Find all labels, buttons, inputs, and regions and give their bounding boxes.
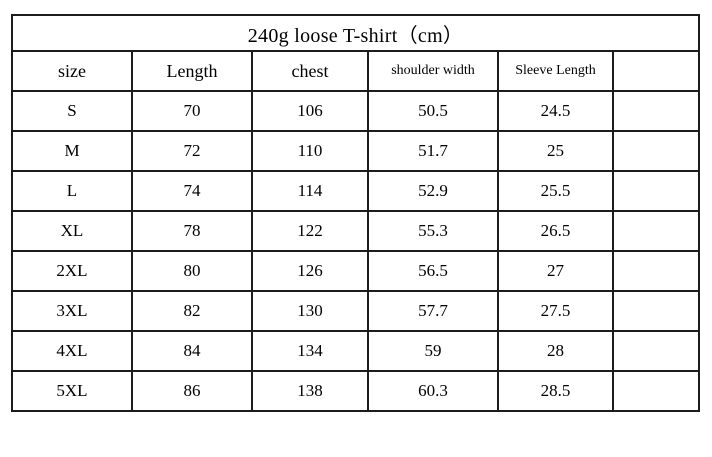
size-table-body: S 70 106 50.5 24.5 M 72 110 51.7 25 L 74 114 52.9 25.5… xyxy=(11,90,700,412)
value-cell: 122 xyxy=(251,210,369,252)
value-cell xyxy=(612,330,700,372)
table-row: S 70 106 50.5 24.5 xyxy=(11,90,700,132)
value-cell xyxy=(612,170,700,212)
value-cell: 24.5 xyxy=(497,90,614,132)
table-row: 5XL 86 138 60.3 28.5 xyxy=(11,370,700,412)
value-cell: 52.9 xyxy=(367,170,499,212)
header-sleeve-length: Sleeve Length xyxy=(497,50,614,92)
value-cell: 134 xyxy=(251,330,369,372)
table-header-row: size Length chest shoulder width Sleeve … xyxy=(11,50,700,92)
value-cell: 74 xyxy=(131,170,253,212)
table-row: 4XL 84 134 59 28 xyxy=(11,330,700,372)
header-size: size xyxy=(11,50,133,92)
value-cell xyxy=(612,370,700,412)
table-title-row: 240g loose T-shirt（cm） xyxy=(11,14,700,52)
value-cell xyxy=(612,290,700,332)
value-cell: 80 xyxy=(131,250,253,292)
size-cell: S xyxy=(11,90,133,132)
table-row: 2XL 80 126 56.5 27 xyxy=(11,250,700,292)
size-cell: M xyxy=(11,130,133,172)
value-cell: 114 xyxy=(251,170,369,212)
size-cell: L xyxy=(11,170,133,212)
value-cell: 27 xyxy=(497,250,614,292)
value-cell: 25.5 xyxy=(497,170,614,212)
value-cell: 106 xyxy=(251,90,369,132)
size-cell: 4XL xyxy=(11,330,133,372)
value-cell: 51.7 xyxy=(367,130,499,172)
value-cell xyxy=(612,210,700,252)
value-cell: 130 xyxy=(251,290,369,332)
value-cell: 78 xyxy=(131,210,253,252)
value-cell: 25 xyxy=(497,130,614,172)
value-cell: 28 xyxy=(497,330,614,372)
value-cell: 57.7 xyxy=(367,290,499,332)
value-cell: 126 xyxy=(251,250,369,292)
value-cell xyxy=(612,250,700,292)
header-empty xyxy=(612,50,700,92)
value-cell: 56.5 xyxy=(367,250,499,292)
value-cell: 110 xyxy=(251,130,369,172)
header-length: Length xyxy=(131,50,253,92)
value-cell: 138 xyxy=(251,370,369,412)
value-cell: 59 xyxy=(367,330,499,372)
value-cell: 60.3 xyxy=(367,370,499,412)
value-cell: 72 xyxy=(131,130,253,172)
table-row: 3XL 82 130 57.7 27.5 xyxy=(11,290,700,332)
size-cell: XL xyxy=(11,210,133,252)
table-row: M 72 110 51.7 25 xyxy=(11,130,700,172)
value-cell xyxy=(612,130,700,172)
table-title: 240g loose T-shirt（cm） xyxy=(11,14,700,52)
value-cell: 84 xyxy=(131,330,253,372)
value-cell: 27.5 xyxy=(497,290,614,332)
value-cell: 82 xyxy=(131,290,253,332)
size-cell: 3XL xyxy=(11,290,133,332)
header-shoulder-width: shoulder width xyxy=(367,50,499,92)
value-cell xyxy=(612,90,700,132)
header-chest: chest xyxy=(251,50,369,92)
value-cell: 26.5 xyxy=(497,210,614,252)
value-cell: 50.5 xyxy=(367,90,499,132)
value-cell: 28.5 xyxy=(497,370,614,412)
size-cell: 5XL xyxy=(11,370,133,412)
size-cell: 2XL xyxy=(11,250,133,292)
table-row: L 74 114 52.9 25.5 xyxy=(11,170,700,212)
size-chart-table: 240g loose T-shirt（cm） size Length chest… xyxy=(11,14,700,412)
value-cell: 55.3 xyxy=(367,210,499,252)
value-cell: 86 xyxy=(131,370,253,412)
value-cell: 70 xyxy=(131,90,253,132)
table-row: XL 78 122 55.3 26.5 xyxy=(11,210,700,252)
